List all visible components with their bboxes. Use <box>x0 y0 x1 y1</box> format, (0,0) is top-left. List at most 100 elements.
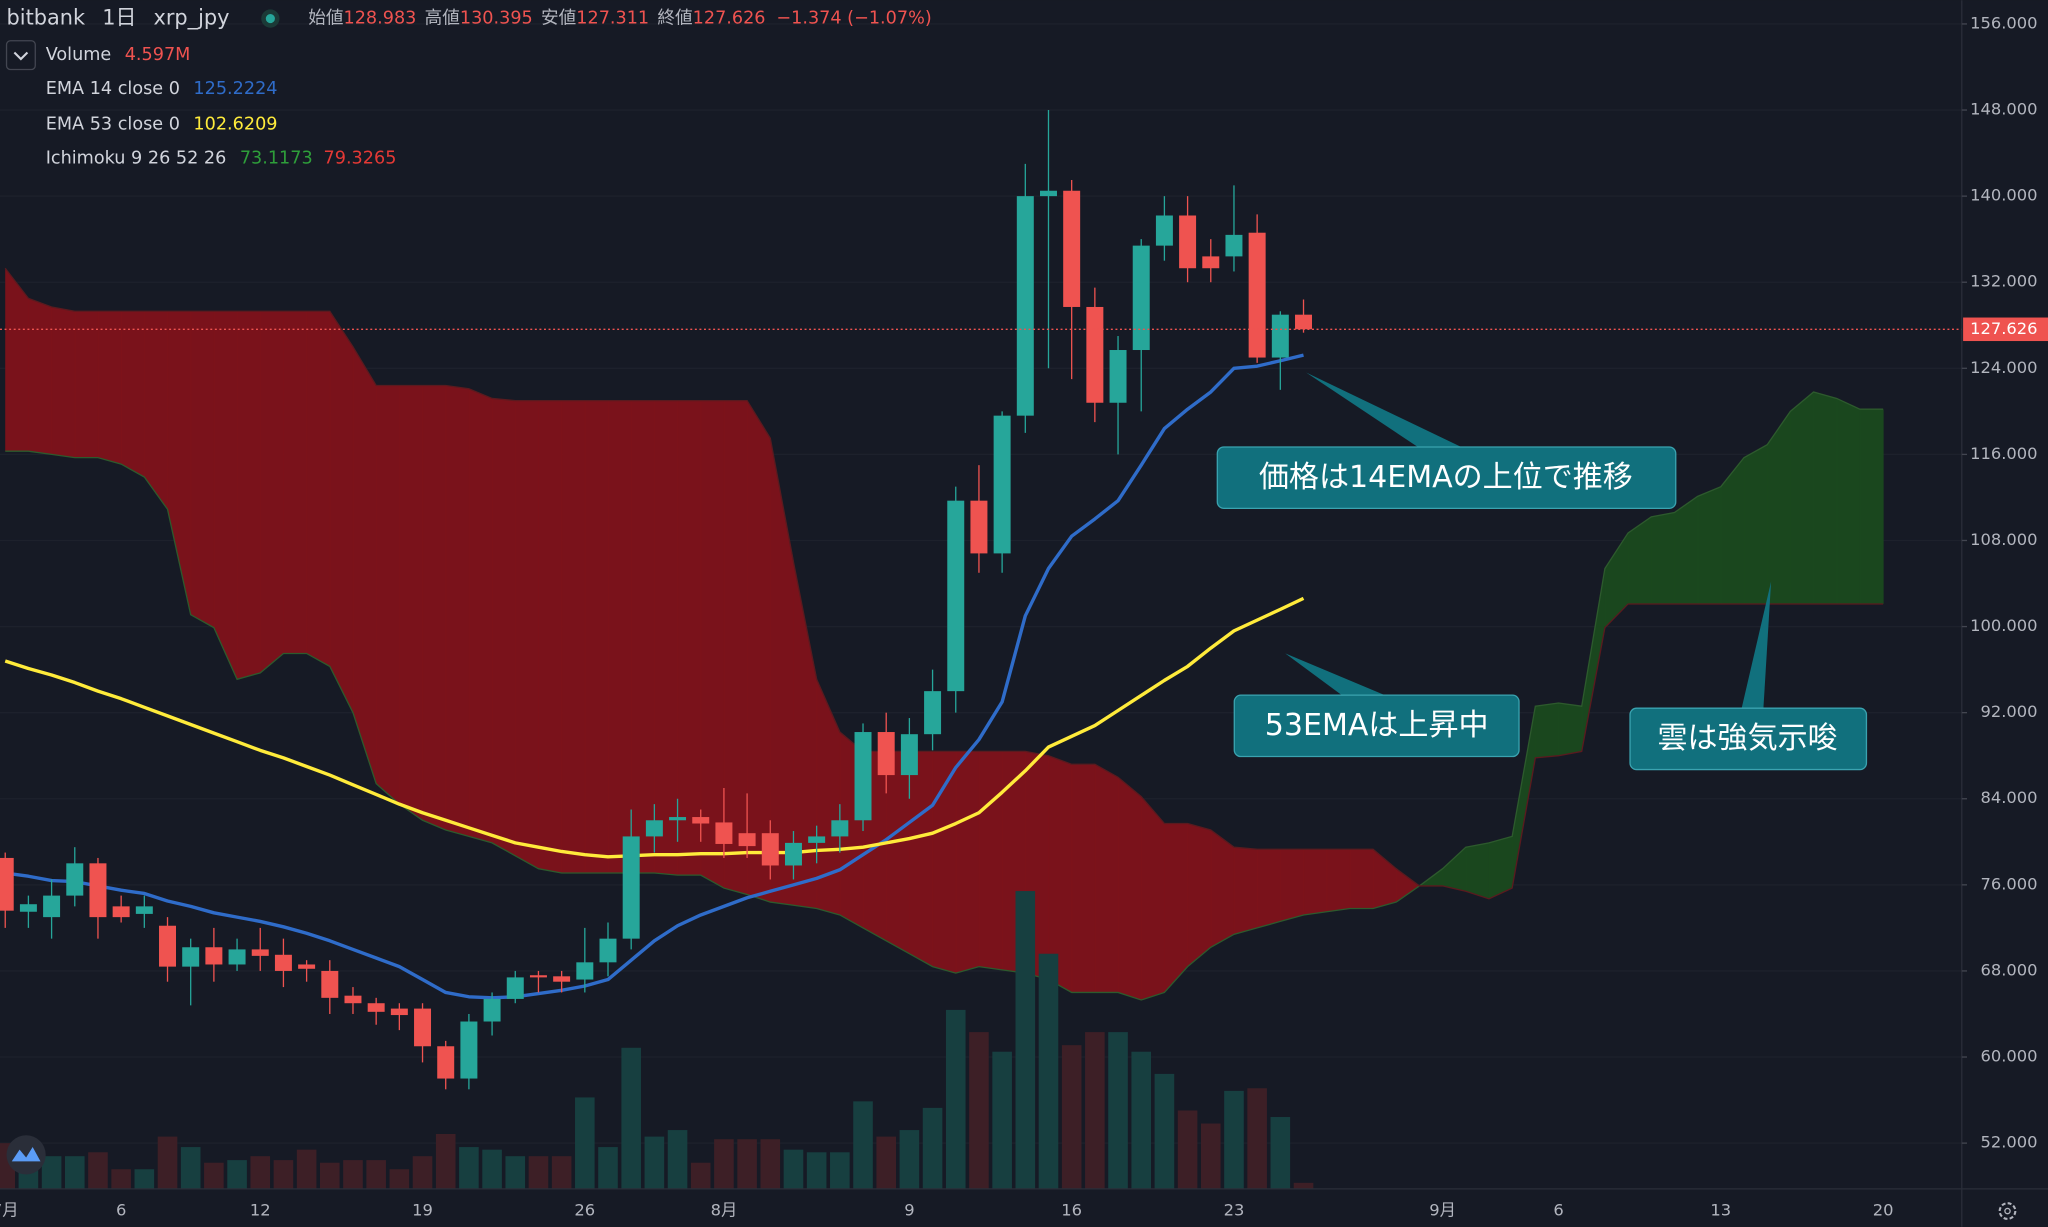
cloud-segment <box>1604 532 1629 628</box>
cloud-segment <box>97 311 122 465</box>
candle-body <box>228 949 246 965</box>
settings-button[interactable] <box>1998 1202 2017 1220</box>
header: bitbank 1日 xrp_jpy <box>7 6 230 30</box>
cloud-segment <box>561 400 586 874</box>
ohlc-value: 130.395 <box>460 9 533 29</box>
candle-body <box>970 500 988 554</box>
cloud-segment <box>1210 829 1235 948</box>
cloud-segment <box>1303 849 1328 915</box>
legend-volume: Volume 4.597M <box>46 45 191 65</box>
volume-bar <box>1038 953 1059 1189</box>
cloud-segment <box>1071 764 1096 993</box>
volume-bar <box>366 1160 386 1189</box>
volume-bar <box>482 1149 502 1189</box>
x-tick-label: 8月 <box>711 1201 738 1220</box>
cloud-segment <box>538 400 563 874</box>
volume-bar <box>1061 1045 1082 1189</box>
volume-bar <box>575 1097 595 1189</box>
cloud-segment <box>955 751 980 974</box>
candle-body <box>692 817 710 824</box>
cloud-segment <box>1442 847 1467 892</box>
cloud-edge <box>4 267 1884 900</box>
x-tick-label: 26 <box>574 1201 595 1220</box>
candle-body <box>89 863 107 918</box>
cloud-segment <box>1720 457 1745 604</box>
cloud-segment <box>329 311 354 713</box>
cloud-segment <box>1094 764 1119 993</box>
last-price-tag <box>1963 317 2048 342</box>
ohlc-header: 始値128.983 高値130.395 安値127.311 終値127.626 … <box>308 8 931 29</box>
ohlc-label: 安値 <box>541 8 576 29</box>
cloud-segment <box>700 400 725 889</box>
ohlc-label: 始値 <box>308 8 343 29</box>
candle-body <box>1109 350 1127 403</box>
legend-name: Ichimoku 9 26 52 26 <box>46 148 227 168</box>
x-axis: 7月 6 12 19 26 8月 9 16 23 9月 6 13 20 <box>0 1201 1893 1220</box>
volume-bar <box>760 1139 781 1189</box>
callout-box <box>1233 694 1520 758</box>
cloud-segment <box>1118 777 1142 1000</box>
candle-body <box>1248 232 1266 358</box>
cloud-segment <box>74 311 99 458</box>
cloud-segment <box>376 385 400 805</box>
candle-body <box>0 857 14 911</box>
volume-bar <box>296 1149 317 1189</box>
volume-bar <box>621 1047 641 1189</box>
cloud-segment <box>1048 755 1073 993</box>
candle-body <box>831 820 849 837</box>
volume-bar <box>714 1139 734 1189</box>
cloud-segment <box>1164 823 1189 993</box>
candle-body <box>460 1021 478 1079</box>
candle-body <box>1271 314 1289 358</box>
callout-box <box>1629 707 1868 771</box>
cloud-segment <box>1488 836 1513 899</box>
candle-body <box>622 836 640 939</box>
cloud-segment <box>654 400 679 876</box>
last-price-label: 127.626 <box>1970 319 2037 338</box>
cloud-segment <box>1558 702 1583 756</box>
cloud-segment <box>468 388 493 843</box>
legend-ema14: EMA 14 close 0 125.2224 <box>46 79 278 99</box>
volume-bar <box>412 1156 433 1189</box>
cloud-edge <box>5 391 1884 1001</box>
logo-button[interactable] <box>6 1135 46 1175</box>
cloud-segment <box>1744 444 1768 604</box>
change: −1.374 (−1.07%) <box>776 9 931 29</box>
volume-bar <box>1270 1117 1291 1189</box>
volume-bar <box>1177 1110 1198 1189</box>
y-tick-label: 52.000 <box>1980 1133 2037 1152</box>
candle-body <box>390 1008 408 1016</box>
annotation: 雲は強気示唆 <box>1657 721 1837 756</box>
x-tick-label: 9 <box>904 1201 914 1220</box>
candle-body <box>344 995 362 1004</box>
volume-bar <box>1108 1032 1128 1189</box>
cloud-segment <box>51 306 76 458</box>
y-tick-label: 108.000 <box>1970 530 2037 549</box>
cloud-segment <box>978 751 1003 970</box>
cloud-segment <box>492 398 516 856</box>
ema-lines <box>4 353 1305 1000</box>
candle-body <box>321 970 339 998</box>
cloud-segment <box>1767 411 1791 604</box>
cloud-segment <box>422 385 447 830</box>
x-tick-label: 6 <box>116 1201 126 1220</box>
cloud-segment <box>144 311 169 510</box>
candle-body <box>274 954 292 971</box>
candle-body <box>854 732 872 821</box>
y-tick-label: 60.000 <box>1980 1047 2037 1066</box>
candle-body <box>1040 190 1057 197</box>
cloud-segment <box>352 346 377 784</box>
volume-bar <box>551 1156 572 1189</box>
x-tick-label: 12 <box>250 1201 271 1220</box>
ohlc-value: 128.983 <box>344 9 417 29</box>
volume-bar <box>899 1130 920 1189</box>
cloud-segment <box>399 385 424 821</box>
candle-body <box>414 1008 432 1047</box>
y-axis: 52.000 60.000 68.000 76.000 84.000 92.000 100.… <box>1961 13 2038 1152</box>
volume-bar <box>389 1169 410 1189</box>
volume-bar <box>806 1152 827 1189</box>
collapse-button[interactable] <box>5 40 36 71</box>
candle-body <box>738 833 756 847</box>
candle-body <box>251 949 269 956</box>
